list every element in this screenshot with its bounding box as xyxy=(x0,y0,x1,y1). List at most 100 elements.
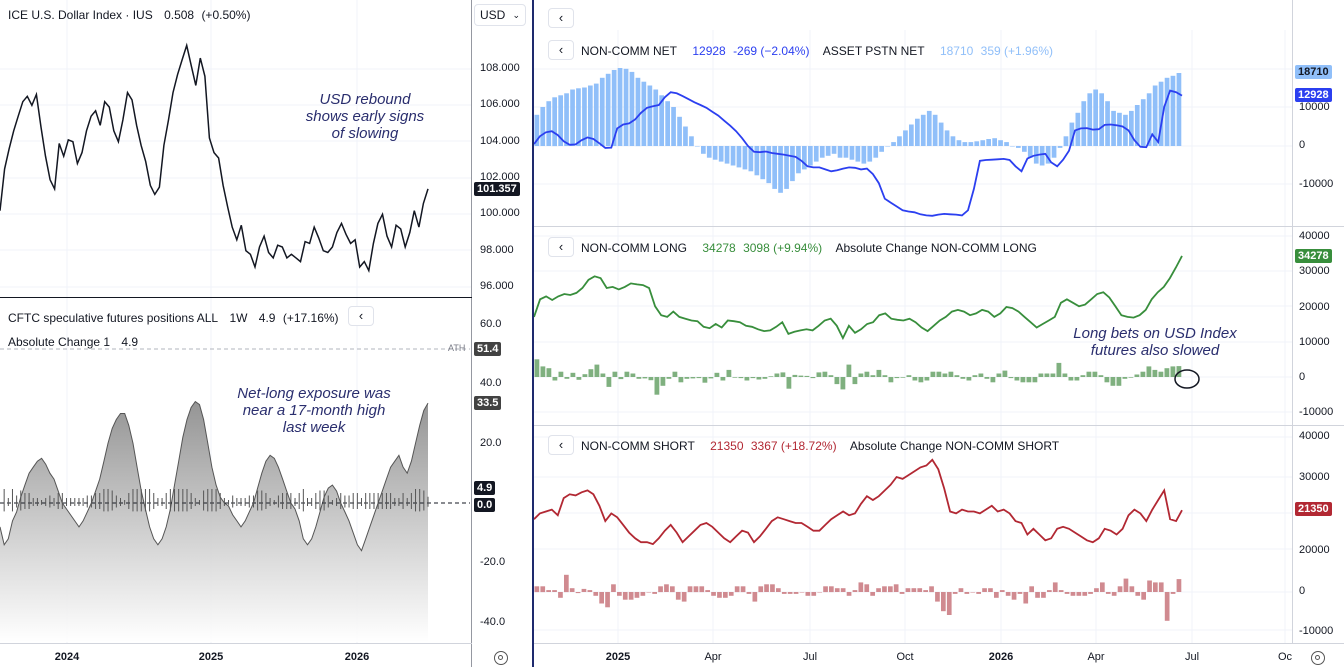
short-change-bar xyxy=(1047,590,1052,592)
usd-axis-label: 106.000 xyxy=(480,98,520,110)
long-change-bar xyxy=(612,371,618,377)
short-change-bar xyxy=(599,592,604,604)
short-change-bar xyxy=(805,592,811,596)
p2-collapse-button[interactable]: ‹ xyxy=(548,237,574,257)
asset-pstn-net-bar xyxy=(766,146,772,184)
long-change-bar xyxy=(630,373,636,377)
long-change-bar xyxy=(948,371,954,377)
short-change-bar xyxy=(852,590,858,592)
asset-pstn-net-bar xyxy=(772,146,777,189)
usd-legend: ICE U.S. Dollar Index · IUS 0.508 (+0.50… xyxy=(8,8,254,22)
short-change-bar xyxy=(564,574,569,593)
p3-axis-label: 0 xyxy=(1299,585,1306,597)
p3-series1-name: NON-COMM SHORT xyxy=(581,439,695,453)
p3-collapse-button[interactable]: ‹ xyxy=(548,435,574,455)
short-change-bar xyxy=(1070,592,1076,596)
left-x-tick: 2026 xyxy=(344,651,370,663)
usd-change: (+0.50%) xyxy=(201,8,251,22)
long-change-bar xyxy=(546,368,552,377)
asset-pstn-net-bar xyxy=(647,85,653,146)
right-x-tick: Jul xyxy=(1184,651,1200,663)
p2-axis-label: 30000 xyxy=(1299,265,1330,277)
short-change-bar xyxy=(740,586,746,593)
short-change-bar xyxy=(958,588,964,592)
long-change-bar xyxy=(1050,373,1056,377)
asset-pstn-net-bar xyxy=(1152,85,1158,146)
long-change-bar xyxy=(654,377,660,395)
right-split-line-2 xyxy=(534,425,1344,426)
p3-axis-label: -10000 xyxy=(1299,625,1334,637)
currency-selector[interactable]: USD ⌄ xyxy=(474,4,526,26)
asset-pstn-net-bar xyxy=(813,146,819,162)
asset-pstn-net-bar xyxy=(1099,93,1104,146)
asset-pstn-net-bar xyxy=(897,136,902,147)
p1-collapse-button[interactable]: ‹ xyxy=(548,40,574,60)
long-change-bar xyxy=(606,377,612,387)
short-change-bar xyxy=(781,592,787,594)
short-change-bar xyxy=(923,590,928,592)
p2-axis-label: 20000 xyxy=(1299,301,1330,313)
p1-series2-change: 359 (+1.96%) xyxy=(980,44,1054,58)
short-change-bar xyxy=(976,592,981,594)
asset-pstn-net-bar xyxy=(558,95,563,146)
p1-axis-label: 10000 xyxy=(1299,101,1330,113)
short-change-bar xyxy=(970,592,976,593)
cftc-last-badge: 33.5 xyxy=(474,396,502,410)
p3-series2-name: Absolute Change NON-COMM SHORT xyxy=(849,439,1060,453)
short-change-bar xyxy=(846,592,852,596)
short-change-bar xyxy=(1011,592,1017,600)
long-change-bar xyxy=(990,377,996,383)
long-change-bar xyxy=(534,359,540,377)
asset-pstn-net-bar xyxy=(956,140,962,146)
long-change-bar xyxy=(1110,377,1116,386)
right-settings-gear-icon[interactable] xyxy=(1311,651,1325,665)
long-change-bar xyxy=(954,375,960,377)
asset-pstn-net-bar xyxy=(1158,81,1164,146)
long-change-bar xyxy=(1152,369,1158,377)
chevron-left-icon: ‹ xyxy=(558,239,564,254)
short-change-bar xyxy=(617,592,622,596)
short-change-bar xyxy=(864,584,870,592)
right-collapse-button[interactable]: ‹ xyxy=(548,8,574,28)
chevron-left-icon: ‹ xyxy=(358,308,364,323)
usd-annotation-line-1: USD rebound xyxy=(319,91,411,108)
asset-pstn-net-bar xyxy=(891,142,896,146)
left-settings-gear-icon[interactable] xyxy=(494,651,508,665)
long-change-bar xyxy=(642,377,648,379)
usd-annotation-line-2: shows early signs xyxy=(305,108,425,125)
long-change-bar xyxy=(678,377,684,383)
short-change-bar xyxy=(575,592,581,594)
long-change-bar xyxy=(864,371,870,377)
long-change-bar xyxy=(780,372,786,377)
short-change-bar xyxy=(587,590,593,592)
long-change-bar xyxy=(900,377,906,378)
short-change-bar xyxy=(1023,592,1029,604)
long-change-bar xyxy=(822,371,828,377)
long-change-bar xyxy=(996,373,1002,377)
asset-pstn-net-bar xyxy=(1045,146,1051,164)
asset-pstn-net-bar xyxy=(754,146,760,176)
short-change-bar xyxy=(646,592,652,593)
short-change-bar xyxy=(840,588,846,592)
collapse-button[interactable]: ‹ xyxy=(348,306,374,326)
long-change-bar xyxy=(1098,375,1104,377)
ath-label: ATH xyxy=(448,343,466,353)
long-change-bar xyxy=(942,373,948,377)
cftc-change: (+17.16%) xyxy=(282,311,339,325)
short-change-bar xyxy=(1111,592,1117,596)
short-change-bar xyxy=(1076,592,1082,596)
usd-annotation: USD rebound shows early signs of slowing xyxy=(290,91,440,142)
p1-series2-name: ASSET PSTN NET xyxy=(822,44,925,58)
p1-series1-change: -269 (−2.04%) xyxy=(733,44,810,58)
short-change-bar xyxy=(1029,586,1034,593)
short-change-bar xyxy=(658,586,663,593)
short-change-bar xyxy=(605,592,610,608)
long-change-bar xyxy=(798,375,804,377)
long-change-bar xyxy=(696,377,702,379)
asset-pstn-net-bar xyxy=(629,71,635,146)
asset-pstn-net-bar xyxy=(576,88,581,146)
asset-pstn-net-bar xyxy=(540,107,546,146)
short-change-bar xyxy=(1105,592,1111,594)
right-x-axis-line xyxy=(534,643,1344,644)
asset-pstn-net-bar xyxy=(974,141,980,146)
